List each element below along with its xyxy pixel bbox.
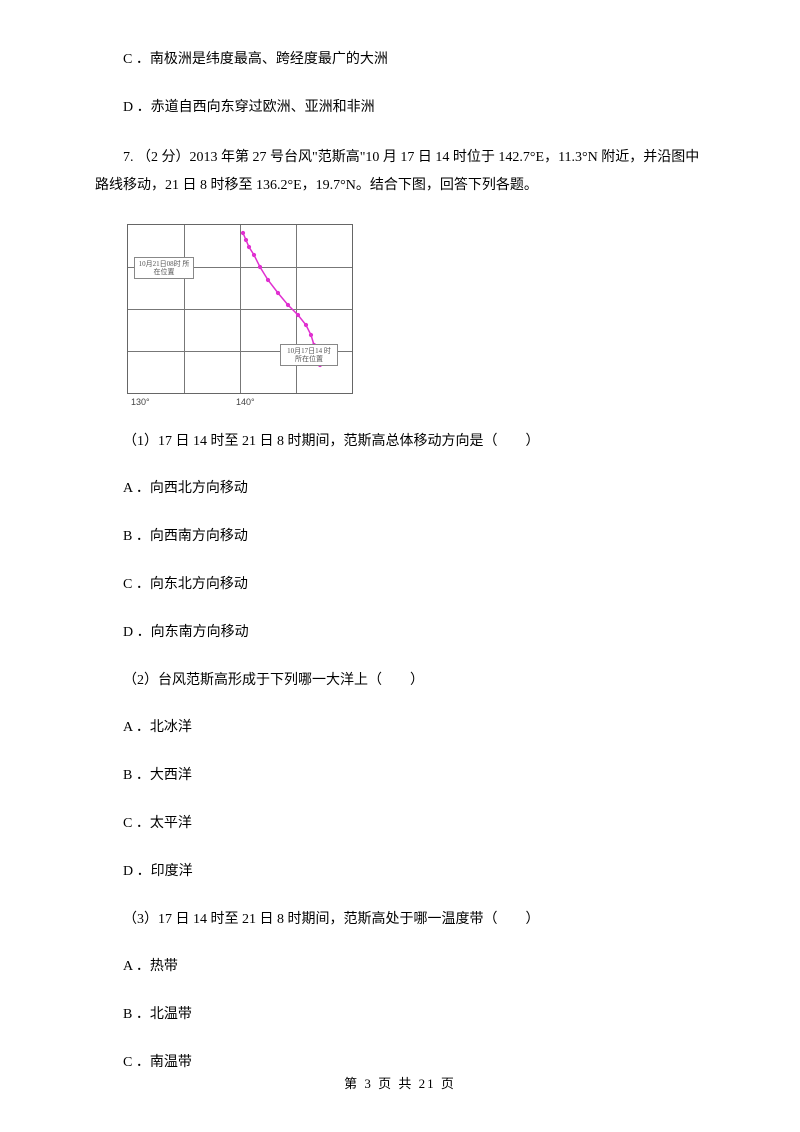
sub1-b: B ．向西南方向移动 — [95, 525, 705, 549]
sub3-b: B ．北温带 — [95, 1003, 705, 1027]
typhoon-chart: 10月21日08时 所在位置 10月17日14 时所在位置 130° 140° — [127, 224, 353, 394]
sub1-a: A ．向西北方向移动 — [95, 477, 705, 501]
option-c: C ．南极洲是纬度最高、跨经度最广的大洲 — [95, 48, 705, 72]
sub2-c: C ．太平洋 — [95, 812, 705, 836]
axis-x-right: 140° — [236, 397, 255, 407]
page-footer: 第 3 页 共 21 页 — [0, 1073, 800, 1092]
sub1-c: C ．向东北方向移动 — [95, 573, 705, 597]
question-7: 7. （2 分）2013 年第 27 号台风"范斯高"10 月 17 日 14 … — [95, 144, 705, 200]
option-d: D ．赤道自西向东穿过欧洲、亚洲和非洲 — [95, 96, 705, 120]
sub-q2: （2）台风范斯高形成于下列哪一大洋上（ ） — [95, 669, 705, 693]
sub3-c: C ．南温带 — [95, 1051, 705, 1075]
sub1-d: D ．向东南方向移动 — [95, 621, 705, 645]
axis-x-left: 130° — [131, 397, 150, 407]
chart-label-start: 10月17日14 时所在位置 — [280, 344, 338, 367]
sub2-d: D ．印度洋 — [95, 860, 705, 884]
sub-q1: （1）17 日 14 时至 21 日 8 时期间，范斯高总体移动方向是（ ） — [95, 430, 705, 454]
sub3-a: A ．热带 — [95, 955, 705, 979]
sub2-b: B ．大西洋 — [95, 764, 705, 788]
sub2-a: A ．北冰洋 — [95, 716, 705, 740]
sub-q3: （3）17 日 14 时至 21 日 8 时期间，范斯高处于哪一温度带（ ） — [95, 908, 705, 932]
chart-label-end: 10月21日08时 所在位置 — [134, 257, 194, 280]
